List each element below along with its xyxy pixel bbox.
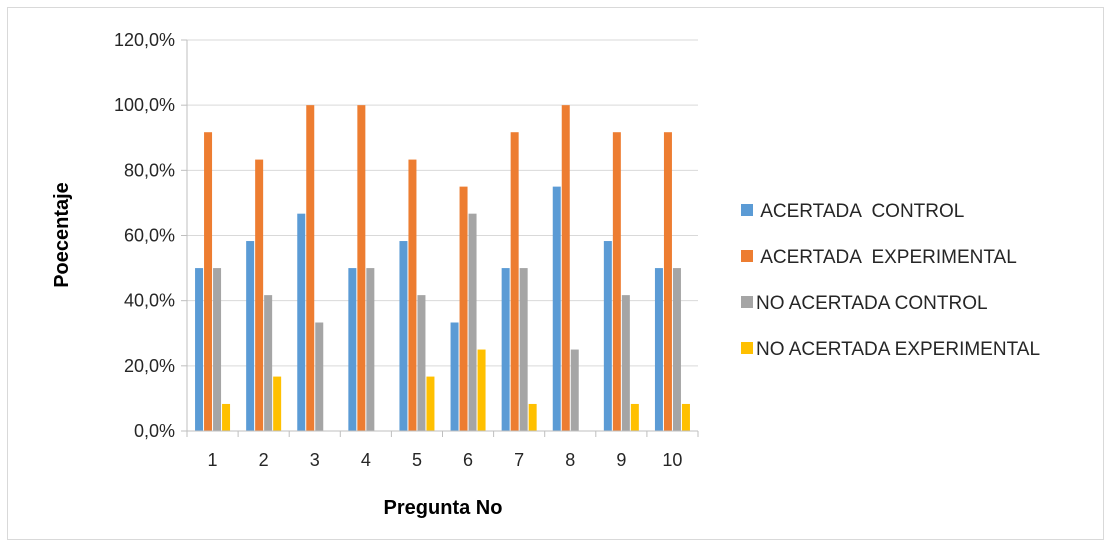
x-tick-label: 10 bbox=[662, 450, 682, 470]
legend-swatch bbox=[741, 250, 753, 262]
bar bbox=[306, 105, 315, 432]
x-tick-label: 9 bbox=[616, 450, 626, 470]
bars-layer bbox=[195, 105, 690, 432]
y-tick-label: 100,0% bbox=[114, 95, 175, 115]
bar bbox=[630, 403, 639, 431]
bar bbox=[663, 132, 672, 432]
bar bbox=[348, 268, 357, 431]
bar bbox=[246, 241, 255, 431]
legend-swatch bbox=[741, 296, 753, 308]
x-tick-label: 5 bbox=[412, 450, 422, 470]
x-tick-label: 4 bbox=[361, 450, 371, 470]
bar bbox=[552, 186, 561, 431]
x-axis-title: Pregunta No bbox=[384, 497, 503, 519]
bar bbox=[426, 376, 435, 431]
bar bbox=[459, 186, 468, 431]
bar bbox=[477, 349, 486, 431]
y-tick-label: 120,0% bbox=[114, 30, 175, 50]
bar bbox=[570, 349, 579, 431]
bar bbox=[408, 159, 417, 432]
bar bbox=[417, 295, 426, 431]
legend-label: NO ACERTADA CONTROL bbox=[756, 293, 988, 314]
bar bbox=[273, 376, 282, 431]
bar bbox=[366, 268, 375, 431]
legend-swatch bbox=[741, 342, 753, 354]
tick-labels: 0,0% 20,0% 40,0% 60,0% 80,0% 100,0% 120,0% 1 2 3 4… bbox=[114, 30, 683, 470]
bar bbox=[510, 132, 519, 432]
x-tick-label: 6 bbox=[463, 450, 473, 470]
bar bbox=[654, 268, 663, 431]
bar bbox=[519, 268, 528, 431]
y-axis-title: Poecentaje bbox=[51, 182, 73, 288]
y-tick-label: 80,0% bbox=[124, 160, 175, 180]
x-tick-label: 8 bbox=[565, 450, 575, 470]
y-tick-label: 20,0% bbox=[124, 356, 175, 376]
bar bbox=[603, 241, 612, 431]
bar bbox=[561, 105, 570, 432]
bar bbox=[315, 322, 324, 431]
bar bbox=[528, 403, 537, 431]
x-tick-label: 7 bbox=[514, 450, 524, 470]
legend-label: ACERTADA EXPERIMENTAL bbox=[756, 247, 1017, 268]
bar bbox=[213, 268, 222, 431]
y-tick-label: 40,0% bbox=[124, 291, 175, 311]
legend: ACERTADA CONTROL ACERTADA EXPERIMENTAL NO… bbox=[741, 201, 1040, 360]
gridlines bbox=[187, 39, 698, 432]
legend-swatch bbox=[741, 204, 753, 216]
bar bbox=[621, 295, 630, 431]
bar bbox=[357, 105, 366, 432]
bar bbox=[264, 295, 273, 431]
bar bbox=[255, 159, 264, 432]
y-tick-label: 60,0% bbox=[124, 226, 175, 246]
bar bbox=[222, 403, 231, 431]
legend-label: NO ACERTADA EXPERIMENTAL bbox=[756, 339, 1040, 360]
bar bbox=[297, 213, 306, 431]
x-tick-label: 1 bbox=[208, 450, 218, 470]
bar bbox=[501, 268, 510, 431]
legend-label: ACERTADA CONTROL bbox=[756, 201, 964, 222]
axes-layer bbox=[181, 39, 699, 437]
bar bbox=[672, 268, 681, 431]
bar bbox=[204, 132, 213, 432]
bar bbox=[468, 213, 477, 431]
bar bbox=[399, 241, 408, 431]
x-tick-label: 2 bbox=[259, 450, 269, 470]
bar bbox=[195, 268, 204, 431]
bar bbox=[612, 132, 621, 432]
x-tick-label: 3 bbox=[310, 450, 320, 470]
bar bbox=[450, 322, 459, 431]
bar bbox=[681, 403, 690, 431]
y-tick-label: 0,0% bbox=[134, 421, 175, 441]
